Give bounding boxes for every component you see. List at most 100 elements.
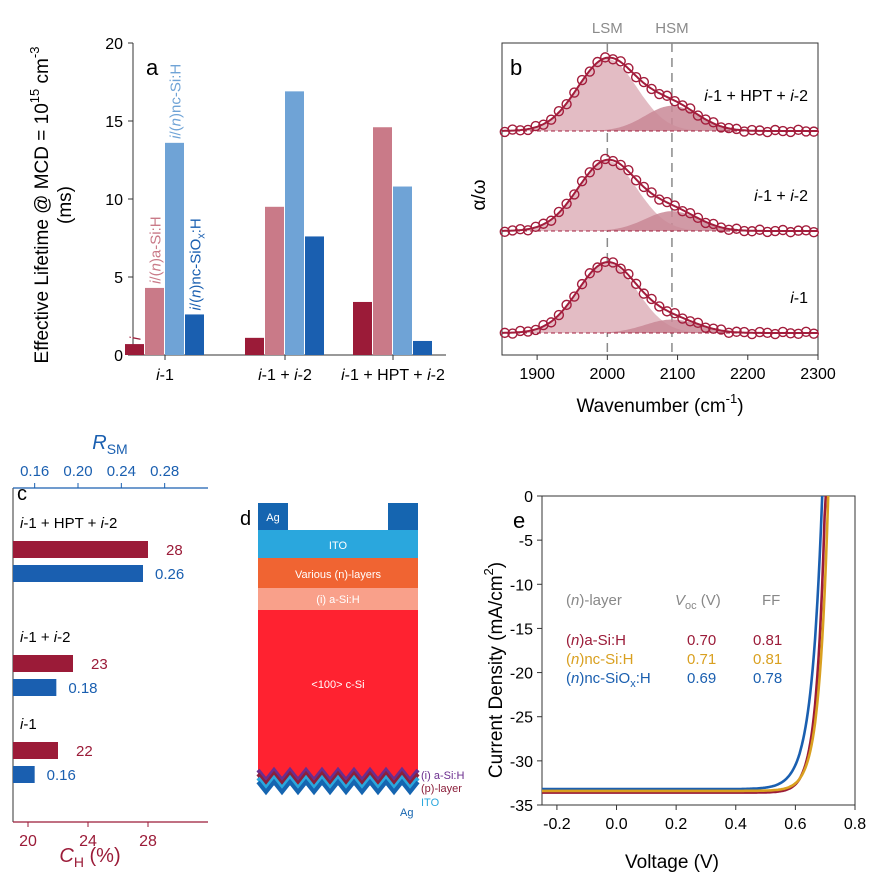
hsm-fill	[502, 319, 818, 333]
data-point	[646, 83, 657, 95]
x-tick-label: 0.2	[665, 816, 687, 833]
data-point	[700, 322, 711, 333]
ag-contact-label: Ag	[266, 512, 279, 524]
ito-layer	[258, 530, 418, 558]
y-tick-label: 15	[105, 114, 123, 131]
data-point	[661, 306, 673, 317]
panel-d-letter: d	[240, 508, 251, 530]
data-point	[739, 126, 750, 137]
panel-e-xlabel: Voltage (V)	[625, 852, 719, 873]
data-point	[561, 198, 572, 209]
y-tick-label: 20	[105, 36, 123, 53]
series-label-1: i/(n)a-Si:H	[148, 216, 165, 284]
data-point	[576, 278, 588, 290]
data-point	[777, 326, 789, 338]
series-label-3: i/(n)nc-SiOx:H	[188, 218, 208, 310]
data-point	[793, 225, 804, 236]
rsm-bar	[13, 679, 57, 696]
data-point	[746, 328, 758, 340]
rear-layer-2	[256, 774, 420, 792]
hsm-fill	[502, 211, 818, 231]
table-row-ff: 0.81	[753, 651, 782, 668]
data-point	[623, 268, 634, 280]
data-point	[507, 225, 518, 236]
data-point	[638, 76, 650, 88]
data-point	[569, 87, 580, 98]
panel-e-axes: -0.2 0.0 0.2 0.4 0.6 0.8 0 -5 -10 -15 -20 -25 -30 -35	[510, 489, 866, 833]
rsm-bar	[13, 565, 143, 582]
data-point	[592, 159, 603, 171]
x-tick-label: 0.4	[725, 816, 747, 833]
panel-e-curves	[542, 495, 830, 794]
top-tick-label: 0.28	[150, 463, 179, 480]
x-tick-label: i-1 + i-2	[258, 367, 312, 384]
bar-1-0	[145, 287, 164, 355]
data-point	[669, 95, 680, 107]
trace-label: i-1 + HPT + i-2	[704, 88, 808, 105]
data-point	[630, 278, 642, 290]
panel-e-table-header-layer: (n)-layer	[566, 592, 622, 609]
rear-i-asi-label: (i) a-Si:H	[421, 770, 464, 782]
data-point	[623, 63, 634, 74]
data-point	[708, 323, 719, 334]
data-point	[739, 326, 750, 338]
y-tick-label: -5	[519, 533, 533, 550]
data-point	[785, 126, 796, 138]
data-point	[800, 126, 812, 137]
jv-curve-2	[542, 495, 824, 791]
data-point	[793, 124, 804, 136]
table-row-ff: 0.78	[753, 670, 782, 687]
data-point	[684, 207, 696, 219]
panel-a-ylabel: Effective Lifetime @ MCD = 1015 cm-3	[27, 47, 53, 364]
data-point	[731, 223, 742, 234]
data-point	[507, 124, 518, 135]
rsm-bar	[13, 766, 35, 783]
panel-e-table-header-ff: FF	[762, 592, 780, 609]
panel-e-table-header-voc: Voc (V)	[675, 592, 721, 612]
lsm-fill	[502, 59, 818, 131]
data-point	[715, 122, 727, 133]
bar-2-0	[165, 142, 184, 355]
rear-textured-layers	[256, 758, 420, 796]
y-tick-label: 0	[524, 489, 533, 506]
lsm-label: LSM	[592, 20, 623, 37]
bottom-tick-label: 20	[19, 833, 37, 850]
data-point	[638, 181, 650, 193]
bar-0-1	[245, 337, 264, 355]
x-tick-label: 0.0	[605, 816, 627, 833]
data-point	[638, 288, 650, 299]
bottom-tick-label: 24	[79, 833, 97, 850]
data-point	[499, 226, 511, 238]
panel-a-bars: i i/(n)a-Si:H i/(n)nc-Si:H i/(n)nc-SiOx:H	[125, 64, 432, 356]
panel-b: 1900 2000 2100 2200 2300 LSM HSM i-1 + HPT + i…	[469, 20, 836, 417]
panel-a-ylabel-unit: (ms)	[55, 186, 76, 224]
jv-curve-1	[542, 495, 830, 793]
data-point	[769, 225, 781, 237]
x-tick-label: 1900	[519, 366, 555, 383]
data-point	[700, 217, 711, 229]
y-tick-label: 5	[114, 270, 123, 287]
rsm-value: 0.26	[155, 566, 184, 583]
data-point	[515, 325, 526, 337]
data-point	[785, 226, 796, 238]
data-point	[630, 71, 642, 83]
data-point	[530, 324, 541, 336]
data-point	[800, 326, 812, 338]
panel-b-plot: LSM HSM i-1 + HPT + i-2 i-1 + i-2 i-1	[499, 20, 819, 355]
bar-0-0	[125, 344, 144, 355]
data-point	[607, 257, 619, 268]
ch-bar	[13, 541, 148, 558]
data-point	[545, 317, 557, 328]
data-point	[746, 226, 758, 237]
data-point	[569, 189, 580, 200]
ch-bar	[13, 742, 58, 759]
plot-frame	[541, 495, 856, 806]
rear-p-label: (p)-layer	[421, 783, 462, 795]
bottom-tick-label: 28	[139, 833, 157, 850]
rear-layer-0	[256, 766, 420, 784]
i-asi-layer	[258, 588, 418, 610]
top-tick-label: 0.24	[107, 463, 136, 480]
data-point	[754, 326, 765, 338]
panel-a-letter: a	[146, 55, 159, 80]
data-point	[669, 200, 680, 211]
